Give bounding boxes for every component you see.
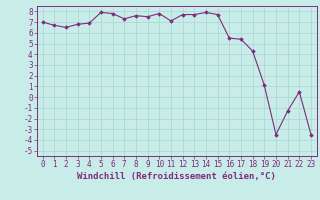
X-axis label: Windchill (Refroidissement éolien,°C): Windchill (Refroidissement éolien,°C) [77,172,276,181]
